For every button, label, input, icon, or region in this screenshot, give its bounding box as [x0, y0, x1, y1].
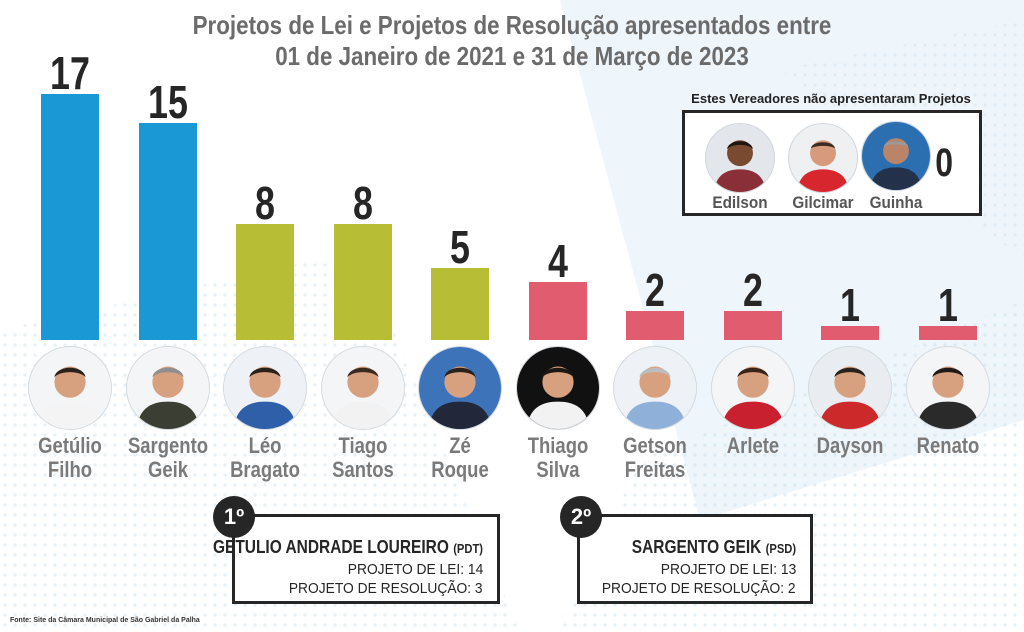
councilor-name: Zé Roque: [418, 434, 502, 482]
councilor-photo: [515, 346, 600, 430]
councilor-first-name: Getúlio: [38, 433, 102, 458]
person-icon: [789, 124, 857, 192]
councilor-first-name: Zé: [449, 433, 471, 458]
person-icon: [862, 122, 930, 190]
bar-getúlio: [41, 94, 99, 340]
person-icon: [711, 347, 794, 429]
councilor-photo: [28, 346, 112, 430]
person-icon: [809, 347, 891, 429]
zero-projects-value: 0: [935, 141, 954, 185]
bar-zé: [431, 267, 489, 340]
person-icon: [321, 347, 404, 429]
chart-title-line-2: 01 de Janeiro de 2021 e 31 de Março de 2…: [275, 41, 749, 71]
bar-value-label: 5: [450, 220, 470, 273]
highlight-card-first: GETULIO ANDRADE LOUREIRO (PDT) PROJETO D…: [213, 514, 500, 604]
bar-léo: [236, 224, 294, 340]
councilor-name: Sargento Geik: [126, 434, 210, 482]
highlight-name: SARGENTO GEIK (PSD): [632, 537, 796, 558]
person-icon: [224, 347, 306, 429]
councilor-first-name: Getson: [623, 433, 687, 458]
councilor-photo: [223, 346, 307, 430]
councilor-name-edilson: Edilson: [712, 193, 768, 212]
source-note: Fonte: Site da Câmara Municipal de São G…: [10, 617, 200, 624]
councilor-photo-edilson: [705, 123, 775, 193]
councilor-name: Arlete: [711, 434, 795, 458]
bar-tiago: [333, 224, 392, 340]
councilor-first-name: Sargento: [127, 433, 208, 458]
councilor-photo: [905, 346, 990, 430]
councilor-name: Getson Freitas: [613, 434, 697, 482]
councilor-name: Léo Bragato: [223, 434, 307, 482]
bar-value-label: 8: [352, 177, 373, 230]
highlight-party: (PDT): [453, 541, 483, 556]
councilor-photo-gilcimar: [788, 123, 858, 193]
highlight-name-text: SARGENTO GEIK: [631, 537, 762, 557]
councilor-first-name: Renato: [916, 433, 979, 458]
bar-value-label: 2: [645, 264, 665, 317]
councilor-name: Renato: [906, 434, 990, 458]
councilor-name-guinha: Guinha: [869, 193, 923, 212]
councilor-photo: [710, 346, 795, 430]
bar-value-label: 4: [547, 235, 568, 288]
bar-dayson: [821, 325, 879, 340]
councilor-first-name: Thiago: [527, 433, 588, 458]
rank-badge-second: 2º: [560, 496, 602, 538]
bar-value-label: 8: [255, 177, 275, 230]
highlight-card-second: SARGENTO GEIK (PSD) PROJETO DE LEI: 13 P…: [577, 514, 813, 604]
councilor-name: Getúlio Filho: [28, 434, 112, 482]
rank-badge-first: 1º: [213, 496, 255, 538]
bar-value-label: 1: [840, 278, 860, 331]
councilor-name-gilcimar: Gilcimar: [792, 193, 854, 212]
person-icon: [126, 347, 209, 429]
councilor-first-name: Léo: [248, 433, 282, 458]
councilor-photo-guinha: [861, 121, 931, 191]
councilor-photo: [418, 346, 502, 430]
councilor-first-name: Dayson: [816, 433, 884, 458]
councilor-photo: [613, 346, 697, 430]
zero-projects-box: Edilson Gilcimar Guinha 0: [682, 110, 982, 216]
councilor-name: Thiago Silva: [516, 434, 600, 482]
highlight-law-projects: PROJETO DE LEI: 13: [660, 561, 796, 578]
person-icon: [29, 347, 111, 429]
councilor-photo: [125, 346, 210, 430]
councilor-photo: [808, 346, 892, 430]
councilor-first-name: Arlete: [726, 433, 779, 458]
highlight-law-projects: PROJETO DE LEI: 14: [347, 561, 483, 578]
bar-arlete: [723, 311, 782, 340]
bar-value-label: 2: [742, 264, 763, 317]
highlight-resolution-projects: PROJETO DE RESOLUÇÃO: 3: [289, 580, 483, 597]
zero-projects-title: Estes Vereadores não apresentaram Projet…: [691, 91, 971, 106]
highlight-party: (PSD): [765, 541, 796, 556]
person-icon: [419, 347, 501, 429]
bar-thiago: [528, 282, 587, 340]
person-icon: [614, 347, 696, 429]
bar-value-label: 1: [937, 278, 958, 331]
highlight-name: GETULIO ANDRADE LOUREIRO (PDT): [213, 537, 483, 558]
bar-getson: [626, 311, 684, 340]
councilor-photo: [320, 346, 405, 430]
councilor-last-name: Geik: [147, 457, 188, 482]
councilor-first-name: Tiago: [338, 433, 387, 458]
highlight-resolution-projects: PROJETO DE RESOLUÇÃO: 2: [602, 580, 796, 597]
person-icon: [516, 347, 599, 429]
bar-value-label: 17: [50, 47, 90, 99]
chart-title-line-1: Projetos de Lei e Projetos de Resolução …: [192, 10, 832, 40]
councilor-name: Dayson: [808, 434, 892, 458]
highlight-name-text: GETULIO ANDRADE LOUREIRO: [212, 537, 449, 557]
person-icon: [906, 347, 989, 429]
councilor-last-name: Freitas: [624, 457, 686, 482]
councilor-last-name: Santos: [331, 457, 394, 482]
chart-title: Projetos de Lei e Projetos de Resolução …: [72, 10, 953, 72]
councilor-last-name: Roque: [431, 457, 489, 482]
councilor-last-name: Silva: [535, 457, 580, 482]
bar-renato: [918, 325, 977, 340]
councilor-last-name: Bragato: [230, 457, 300, 482]
person-icon: [706, 124, 774, 192]
bar-value-label: 15: [147, 75, 188, 128]
councilor-name: Tiago Santos: [321, 434, 405, 482]
councilor-last-name: Filho: [47, 457, 93, 482]
bar-sargento: [138, 122, 197, 340]
